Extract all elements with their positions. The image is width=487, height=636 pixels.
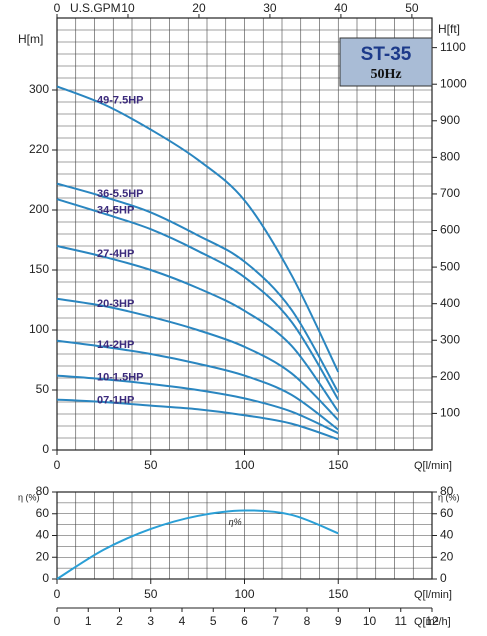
series-label: η% — [229, 517, 242, 527]
x-tick-label: 0 — [54, 587, 61, 601]
x2-tick-label: 4 — [179, 614, 186, 628]
y2-tick-label: 200 — [440, 369, 460, 383]
y2-tick-label: 60 — [440, 506, 454, 520]
curve — [56, 297, 339, 421]
y-tick-label: 300 — [29, 82, 49, 96]
y2-tick-label: 1000 — [440, 76, 467, 90]
curve — [56, 374, 339, 435]
x2-tick-label: 2 — [116, 614, 123, 628]
y-tick-label: 20 — [36, 549, 50, 563]
x2-axis-label: U.S.GPM — [70, 1, 121, 15]
x2-tick-label: 1 — [85, 614, 92, 628]
badge-subtitle: 50Hz — [370, 67, 401, 82]
x2-tick-label: 0 — [54, 614, 61, 628]
y-tick-label: 100 — [29, 322, 49, 336]
x2-tick-label: 0 — [54, 1, 61, 15]
x-tick-label: 50 — [144, 587, 158, 601]
x2-tick-label: 12 — [425, 614, 439, 628]
y2-tick-label: 0 — [440, 571, 447, 585]
y2-tick-label: 500 — [440, 259, 460, 273]
x2-tick-label: 50 — [405, 1, 419, 15]
x2-tick-label: 10 — [121, 1, 135, 15]
y-tick-label: 60 — [36, 506, 50, 520]
x-tick-label: 0 — [54, 458, 61, 472]
curve — [56, 198, 340, 401]
y2-tick-label: 800 — [440, 150, 460, 164]
badge-box — [339, 37, 433, 87]
curve — [56, 85, 340, 373]
x-tick-label: 150 — [328, 587, 348, 601]
y-tick-label: 80 — [36, 484, 50, 498]
x2-tick-label: 30 — [263, 1, 277, 15]
series-label: 36-5.5HP — [97, 188, 143, 200]
y2-tick-label: 400 — [440, 296, 460, 310]
y-tick-label: 40 — [36, 528, 50, 542]
y-axis-label: η (%) — [18, 492, 40, 502]
x-tick-label: 150 — [328, 458, 348, 472]
y2-tick-label: 700 — [440, 186, 460, 200]
series-label: 34-5HP — [97, 204, 134, 216]
curve — [56, 398, 339, 441]
y-axis-label: H[m] — [18, 32, 43, 46]
curve — [56, 509, 339, 580]
curve — [56, 339, 339, 431]
series-label: 20-3HP — [97, 298, 134, 310]
x2-tick-label: 3 — [147, 614, 154, 628]
y2-tick-label: 600 — [440, 223, 460, 237]
y2-tick-label: 300 — [440, 332, 460, 346]
y2-tick-label: 900 — [440, 113, 460, 127]
x2-axis-label: Q[m³/h] — [414, 616, 451, 628]
y2-tick-label: 100 — [440, 406, 460, 420]
x2-tick-label: 20 — [192, 1, 206, 15]
x-axis-label: Q[l/min] — [414, 460, 452, 472]
series-label: 14-2HP — [97, 339, 134, 351]
y-tick-label: 50 — [36, 382, 50, 396]
series-label: 49-7.5HP — [97, 95, 143, 107]
x-axis-label: Q[l/min] — [414, 589, 452, 601]
y-tick-label: 150 — [29, 262, 49, 276]
y2-tick-label: 1100 — [440, 40, 466, 54]
x-tick-label: 100 — [234, 458, 254, 472]
y-tick-label: 0 — [42, 571, 49, 585]
x-tick-label: 100 — [234, 587, 254, 601]
y-tick-label: 200 — [29, 202, 49, 216]
y2-tick-label: 80 — [440, 484, 454, 498]
x2-tick-label: 7 — [272, 614, 279, 628]
y2-axis-label: H[ft] — [438, 22, 460, 36]
series-label: 07-1HP — [97, 395, 134, 407]
curve — [56, 182, 340, 393]
badge-title: ST-35 — [361, 44, 412, 65]
x2-tick-label: 9 — [335, 614, 342, 628]
y2-axis-label: η (%) — [438, 492, 460, 502]
series-label: 27-4HP — [97, 248, 134, 260]
y2-tick-label: 20 — [440, 549, 454, 563]
series-label: 10-1.5HP — [97, 372, 143, 384]
y-tick-label: 220 — [29, 142, 49, 156]
x-tick-label: 50 — [144, 458, 158, 472]
x2-tick-label: 5 — [210, 614, 217, 628]
x2-tick-label: 40 — [334, 1, 348, 15]
y-tick-label: 0 — [42, 442, 49, 456]
y2-tick-label: 40 — [440, 528, 454, 542]
x2-tick-label: 8 — [304, 614, 311, 628]
x2-tick-label: 10 — [363, 614, 377, 628]
x2-tick-label: 11 — [395, 614, 408, 628]
curve — [56, 245, 340, 413]
x2-tick-label: 6 — [241, 614, 248, 628]
